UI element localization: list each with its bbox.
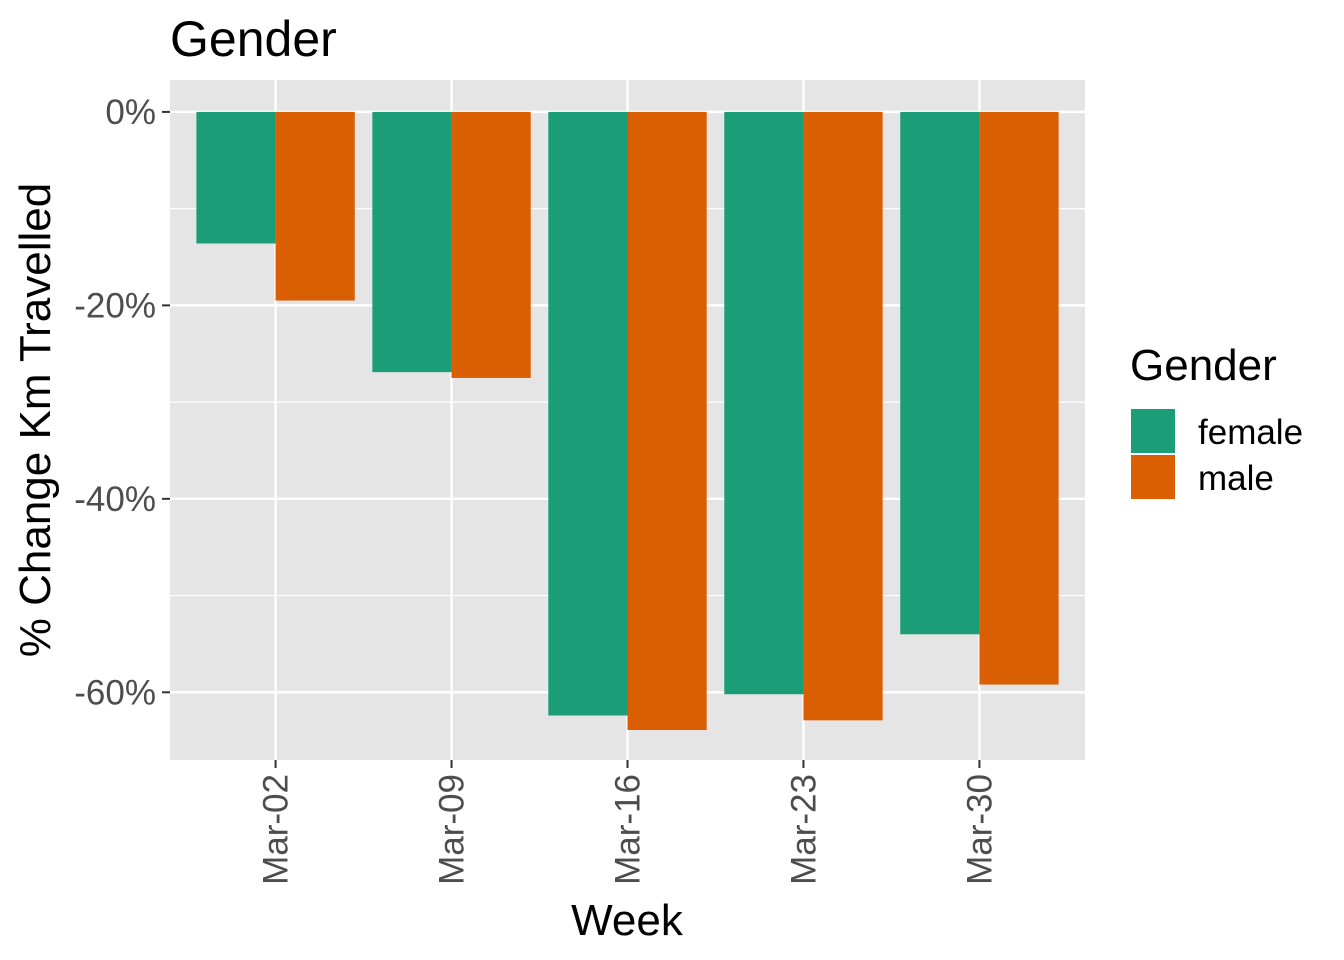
x-tick-label: Mar-09 [433, 774, 472, 885]
bar-male-mar-23 [803, 111, 883, 721]
legend: Gender female male [1130, 341, 1303, 499]
x-tick-label: Mar-23 [784, 774, 823, 885]
y-axis-ticks: 0% -20% -40% -60% [74, 93, 170, 712]
bar-female-mar-09 [372, 111, 452, 373]
legend-title: Gender [1130, 341, 1277, 390]
y-tick-label: -60% [74, 673, 156, 712]
legend-label-male: male [1198, 459, 1274, 498]
bar-female-mar-02 [196, 111, 276, 244]
bar-female-mar-23 [724, 111, 804, 695]
x-axis-ticks: Mar-02 Mar-09 Mar-16 Mar-23 Mar-30 [257, 760, 999, 885]
legend-swatch-female [1131, 409, 1175, 453]
x-axis-title: Week [571, 896, 684, 945]
legend-swatch-male [1131, 455, 1175, 499]
x-tick-label: Mar-30 [960, 774, 999, 885]
bar-male-mar-02 [275, 111, 355, 301]
bar-female-mar-16 [548, 111, 628, 716]
x-tick-label: Mar-16 [609, 774, 648, 885]
y-tick-label: -40% [74, 480, 156, 519]
bars [196, 111, 1059, 731]
legend-items: female male [1131, 409, 1303, 499]
y-axis-title: % Change Km Travelled [11, 183, 60, 657]
x-tick-label: Mar-02 [257, 774, 296, 885]
y-tick-label: 0% [105, 93, 156, 132]
bar-male-mar-09 [451, 111, 531, 378]
bar-male-mar-16 [627, 111, 707, 731]
legend-label-female: female [1198, 413, 1303, 452]
y-tick-label: -20% [74, 286, 156, 325]
chart-title: Gender [170, 11, 337, 67]
bar-male-mar-30 [979, 111, 1059, 685]
bar-female-mar-30 [900, 111, 980, 635]
